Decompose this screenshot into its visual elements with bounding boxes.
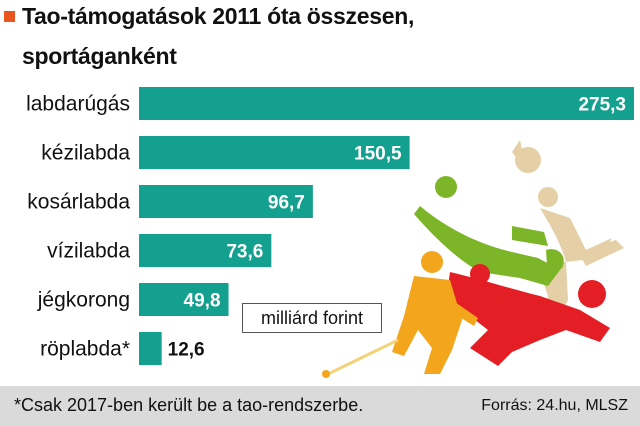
category-label-kosarlabda: kosárlabda: [27, 191, 130, 214]
chart-title-line-2: sportáganként: [22, 43, 177, 69]
category-label-kezilabda: kézilabda: [41, 142, 130, 165]
value-label-kosarlabda: 96,7: [268, 193, 305, 214]
bar-jegkorong: [139, 283, 229, 316]
sports-illustration: [322, 140, 624, 378]
footnote: *Csak 2017-ben került be a tao-rendszerb…: [14, 395, 364, 415]
title-marker: [4, 11, 15, 22]
category-label-roplabda: röplabda*: [40, 338, 130, 361]
bars: labdarúgás 275,3 kézilabda 150,5 kosárlabda 9…: [26, 87, 634, 365]
category-label-vizilabda: vízilabda: [47, 240, 130, 263]
hockey-player-icon: [392, 251, 478, 374]
bar-kezilabda: [139, 136, 410, 169]
unit-label: milliárd forint: [242, 303, 382, 333]
footer: *Csak 2017-ben került be a tao-rendszerb…: [0, 386, 640, 426]
bar-vizilabda: [139, 234, 272, 267]
bar-labdarugas: [139, 87, 634, 120]
chart-title-line-1: Tao-támogatások 2011 óta összesen,: [22, 3, 415, 29]
value-label-vizilabda: 73,6: [226, 242, 263, 263]
category-label-labdarugas: labdarúgás: [26, 93, 130, 116]
bar-chart: labdarúgás 275,3 kézilabda 150,5 kosárlabda 9…: [26, 87, 634, 378]
category-label-jegkorong: jégkorong: [37, 289, 130, 312]
source-credit: Forrás: 24.hu, MLSZ: [481, 397, 628, 414]
value-label-roplabda: 12,6: [168, 340, 205, 361]
puck-icon: [322, 370, 330, 378]
bar-roplabda: [139, 332, 162, 365]
bar-kosarlabda: [139, 185, 313, 218]
football-player-icon: [414, 176, 564, 286]
value-label-labdarugas: 275,3: [578, 95, 626, 116]
handball-player-icon: [446, 264, 610, 366]
hockey-stick: [327, 338, 399, 376]
value-label-jegkorong: 49,8: [184, 291, 221, 312]
value-label-kezilabda: 150,5: [354, 144, 402, 165]
